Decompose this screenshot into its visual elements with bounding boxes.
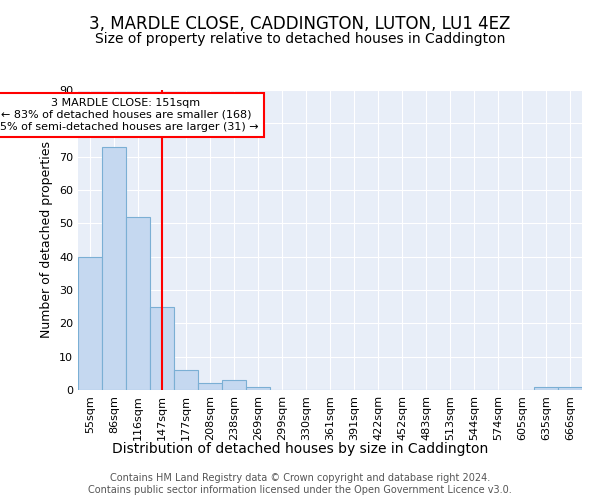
Text: Distribution of detached houses by size in Caddington: Distribution of detached houses by size … bbox=[112, 442, 488, 456]
Bar bbox=[558, 386, 582, 390]
Bar bbox=[78, 256, 102, 390]
Bar bbox=[150, 306, 174, 390]
Bar bbox=[126, 216, 150, 390]
Text: Contains HM Land Registry data © Crown copyright and database right 2024.
Contai: Contains HM Land Registry data © Crown c… bbox=[88, 474, 512, 495]
Bar bbox=[198, 384, 222, 390]
Text: 3, MARDLE CLOSE, CADDINGTON, LUTON, LU1 4EZ: 3, MARDLE CLOSE, CADDINGTON, LUTON, LU1 … bbox=[89, 15, 511, 33]
Text: Size of property relative to detached houses in Caddington: Size of property relative to detached ho… bbox=[95, 32, 505, 46]
Text: 3 MARDLE CLOSE: 151sqm
← 83% of detached houses are smaller (168)
15% of semi-de: 3 MARDLE CLOSE: 151sqm ← 83% of detached… bbox=[0, 98, 259, 132]
Bar bbox=[222, 380, 246, 390]
Bar bbox=[174, 370, 198, 390]
Bar bbox=[102, 146, 126, 390]
Bar bbox=[534, 386, 558, 390]
Y-axis label: Number of detached properties: Number of detached properties bbox=[40, 142, 53, 338]
Bar bbox=[246, 386, 270, 390]
